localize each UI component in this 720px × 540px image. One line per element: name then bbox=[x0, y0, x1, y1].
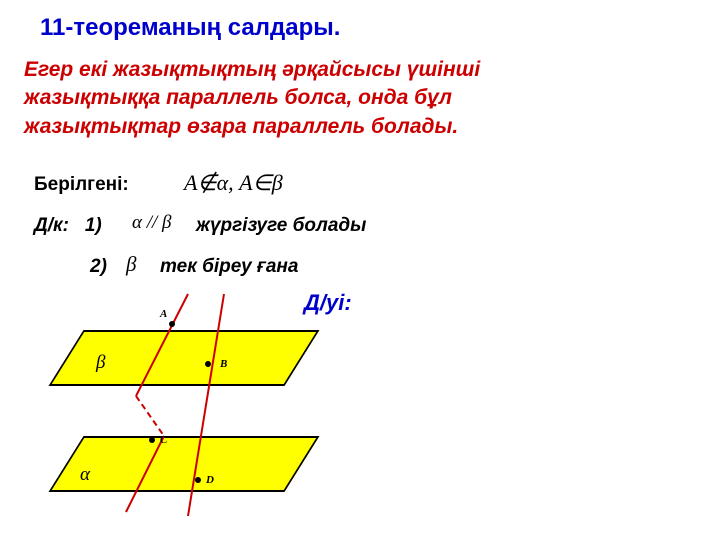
geometry-diagram: β α A B C D bbox=[20, 300, 360, 530]
toprove-2-math: β bbox=[126, 250, 136, 278]
point-b-label: B bbox=[220, 358, 227, 370]
theorem-line3: жазықтықтар өзара параллель болады. bbox=[24, 115, 458, 138]
theorem-text: Егер екі жазықтықтың әрқайсысы үшінші жа… bbox=[24, 56, 480, 141]
point-d-dot bbox=[195, 477, 201, 483]
point-c-label: C bbox=[160, 434, 167, 446]
toprove-2-num: 2) bbox=[90, 254, 107, 280]
theorem-line2: жазықтыққа параллель болса, онда бұл bbox=[24, 86, 452, 109]
toprove-1-num: 1) bbox=[85, 215, 102, 236]
toprove-2-text: тек біреу ғана bbox=[160, 254, 298, 280]
label-alpha: α bbox=[80, 464, 90, 486]
given-math: A∉α, A∈β bbox=[184, 168, 283, 198]
label-beta: β bbox=[96, 352, 105, 374]
given-block: Берілгені: bbox=[34, 172, 129, 198]
point-b-dot bbox=[205, 361, 211, 367]
theorem-line1: Егер екі жазықтықтың әрқайсысы үшінші bbox=[24, 58, 480, 81]
toprove-block: Д/к: 1) bbox=[34, 213, 102, 239]
diagram-lines bbox=[20, 300, 360, 530]
point-c-dot bbox=[149, 437, 155, 443]
point-a-dot bbox=[169, 321, 175, 327]
point-d-label: D bbox=[206, 474, 214, 486]
point-a-label: A bbox=[160, 308, 167, 320]
toprove-1-math: α // β bbox=[132, 210, 172, 236]
toprove-1-text: жүргізуге болады bbox=[196, 213, 366, 239]
toprove-label: Д/к: bbox=[34, 215, 69, 236]
page-title: 11-теореманың салдары. bbox=[40, 14, 340, 42]
given-label: Берілгені: bbox=[34, 174, 129, 195]
